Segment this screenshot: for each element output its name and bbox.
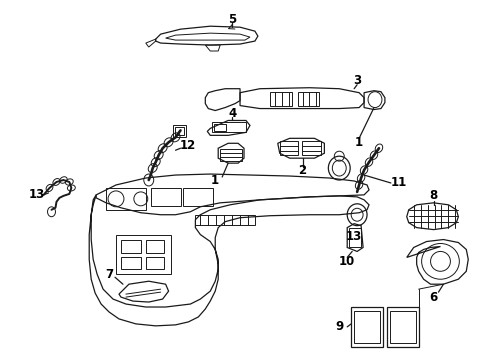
Bar — [280, 141, 297, 155]
Bar — [172, 125, 187, 137]
Bar — [301, 141, 321, 155]
Text: 7: 7 — [105, 268, 113, 281]
Bar — [349, 228, 361, 247]
Text: 2: 2 — [298, 163, 307, 176]
Text: 12: 12 — [179, 139, 196, 152]
Bar — [121, 257, 141, 269]
Text: 4: 4 — [228, 107, 236, 120]
Bar — [212, 122, 246, 132]
Bar — [390, 311, 416, 343]
Bar — [351, 307, 383, 347]
Text: 1: 1 — [355, 136, 363, 149]
Text: 13: 13 — [28, 188, 45, 201]
Text: 6: 6 — [429, 291, 438, 303]
Text: 3: 3 — [353, 74, 361, 87]
Bar — [270, 92, 292, 105]
Bar — [220, 149, 242, 161]
Bar — [196, 215, 255, 225]
Text: 8: 8 — [429, 189, 438, 202]
Bar — [121, 239, 141, 253]
Text: 9: 9 — [335, 320, 343, 333]
Bar — [146, 239, 164, 253]
Bar — [183, 188, 213, 206]
Text: 10: 10 — [339, 255, 355, 268]
Bar — [146, 257, 164, 269]
Bar — [151, 188, 180, 206]
Bar — [214, 125, 226, 131]
Text: 11: 11 — [391, 176, 407, 189]
Bar — [387, 307, 418, 347]
Text: 5: 5 — [228, 13, 236, 26]
Bar — [174, 127, 184, 135]
Text: 13: 13 — [346, 230, 362, 243]
Text: 1: 1 — [211, 174, 220, 186]
Bar — [297, 92, 319, 105]
Bar — [106, 188, 146, 210]
Bar — [116, 235, 171, 274]
Bar — [354, 311, 380, 343]
